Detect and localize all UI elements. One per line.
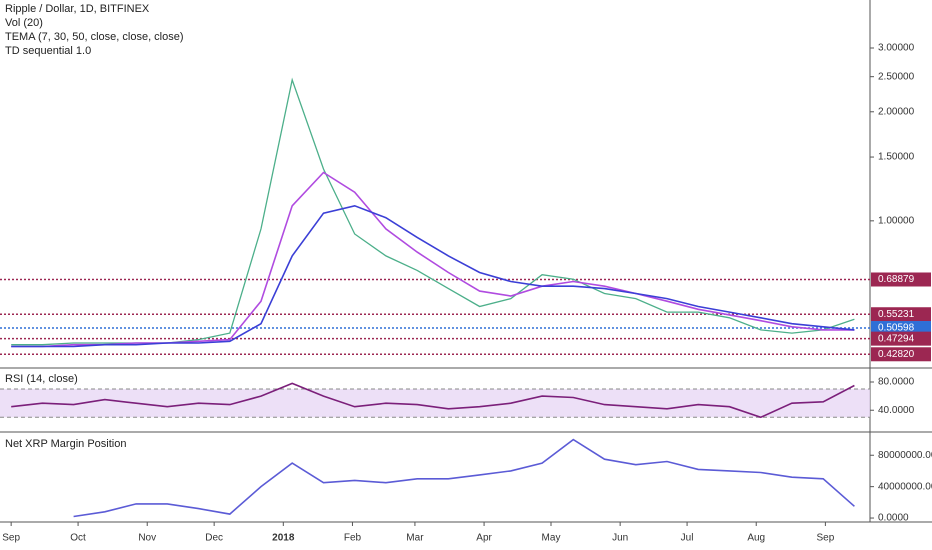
pane-title: RSI (14, close) [5, 373, 78, 385]
x-tick-label: Sep [816, 533, 834, 544]
x-tick-label: Jun [612, 533, 628, 544]
legend-entry: Ripple / Dollar, 1D, BITFINEX [5, 3, 150, 15]
y-tick-label: 1.50000 [878, 152, 915, 163]
x-tick-label: Feb [344, 533, 362, 544]
legend-entry: TD sequential 1.0 [5, 45, 91, 57]
y-tick-label: 3.00000 [878, 43, 915, 54]
price-level-label: 0.47294 [878, 333, 915, 344]
pane-title: Net XRP Margin Position [5, 438, 126, 450]
series-line [11, 204, 855, 348]
price-level-tag [871, 347, 931, 362]
x-tick-label: 2018 [272, 533, 295, 544]
legend-entry: TEMA (7, 30, 50, close, close, close) [5, 31, 184, 43]
price-level-label: 0.55231 [878, 309, 915, 320]
x-tick-label: Jul [681, 533, 694, 544]
price-level-label: 0.42820 [878, 349, 915, 360]
x-tick-label: Apr [476, 533, 492, 544]
price-level-tag [871, 307, 931, 322]
x-tick-label: May [542, 533, 561, 544]
x-tick-label: Aug [747, 533, 765, 544]
price-level-tag [871, 331, 931, 346]
price-level-tag [871, 272, 931, 287]
price-level-label: 0.68879 [878, 274, 915, 285]
x-tick-label: Mar [406, 533, 424, 544]
series-line [11, 382, 855, 419]
x-tick-label: Oct [70, 533, 86, 544]
y-tick-label: 2.50000 [878, 71, 915, 82]
y-tick-label: 2.00000 [878, 106, 915, 117]
rsi-band [0, 389, 870, 418]
x-tick-label: Sep [2, 533, 20, 544]
series-line [11, 171, 855, 348]
x-tick-label: Nov [138, 533, 156, 544]
y-tick-label: 0.0000 [878, 513, 909, 524]
y-tick-label: 1.00000 [878, 215, 915, 226]
x-tick-label: Dec [205, 533, 223, 544]
y-tick-label: 80000000.0000 [878, 450, 932, 461]
y-tick-label: 40000000.0000 [878, 481, 932, 492]
y-tick-label: 80.0000 [878, 377, 915, 388]
series-line [73, 438, 855, 518]
legend-entry: Vol (20) [5, 17, 43, 29]
price-level-label: 0.50598 [878, 323, 915, 334]
price-level-tag [871, 321, 931, 336]
y-tick-label: 40.0000 [878, 405, 915, 416]
